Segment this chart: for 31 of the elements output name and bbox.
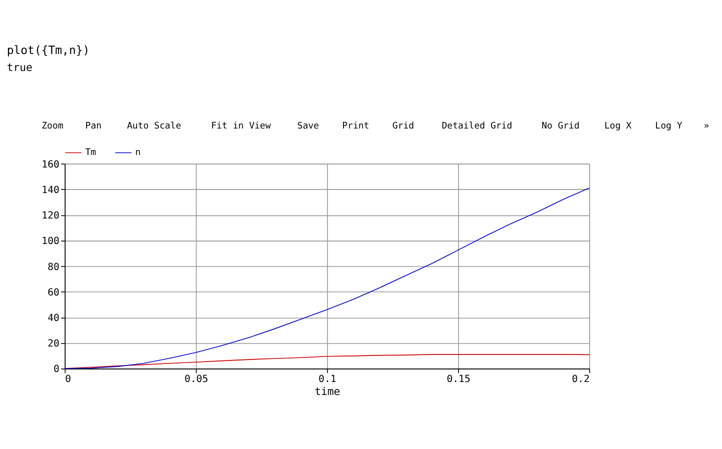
text: Grid <box>392 121 414 132</box>
y-tick-label: 140 <box>42 184 60 196</box>
x-tick-label: 0.15 <box>446 374 470 386</box>
text: » <box>704 121 710 132</box>
text: No Grid <box>542 121 580 132</box>
text: Auto Scale <box>126 121 182 132</box>
legend-label: Tm <box>85 148 96 158</box>
text: Log X <box>604 121 632 132</box>
y-tick-label: 0 <box>53 364 60 376</box>
x-tick-label: 0.05 <box>184 374 208 386</box>
text: Pan <box>85 121 102 132</box>
x-axis-title: time <box>314 385 340 398</box>
x-tick-label: 0 <box>65 374 72 386</box>
text: Detailed Grid <box>442 121 512 132</box>
text: Log Y <box>655 121 683 132</box>
y-tick-label: 80 <box>48 262 60 273</box>
y-tick-label: 100 <box>42 236 60 248</box>
x-tick-label: 0.1 <box>318 374 336 386</box>
y-tick-label: 40 <box>48 312 60 324</box>
y-tick-label: 120 <box>42 210 60 222</box>
legend-label: n <box>135 148 141 158</box>
x-tick-label: 0.2 <box>572 374 590 386</box>
y-tick-label: 60 <box>48 287 60 298</box>
y-tick-label: 20 <box>48 338 60 350</box>
text: Zoom <box>42 121 64 132</box>
text: Fit in View <box>211 121 272 132</box>
chart-title: plot({Tm,n}) <box>6 42 90 57</box>
chart-subtitle: true <box>6 61 32 74</box>
text: Print <box>342 121 370 132</box>
y-tick-label: 160 <box>42 159 60 170</box>
text: Save <box>297 121 319 132</box>
